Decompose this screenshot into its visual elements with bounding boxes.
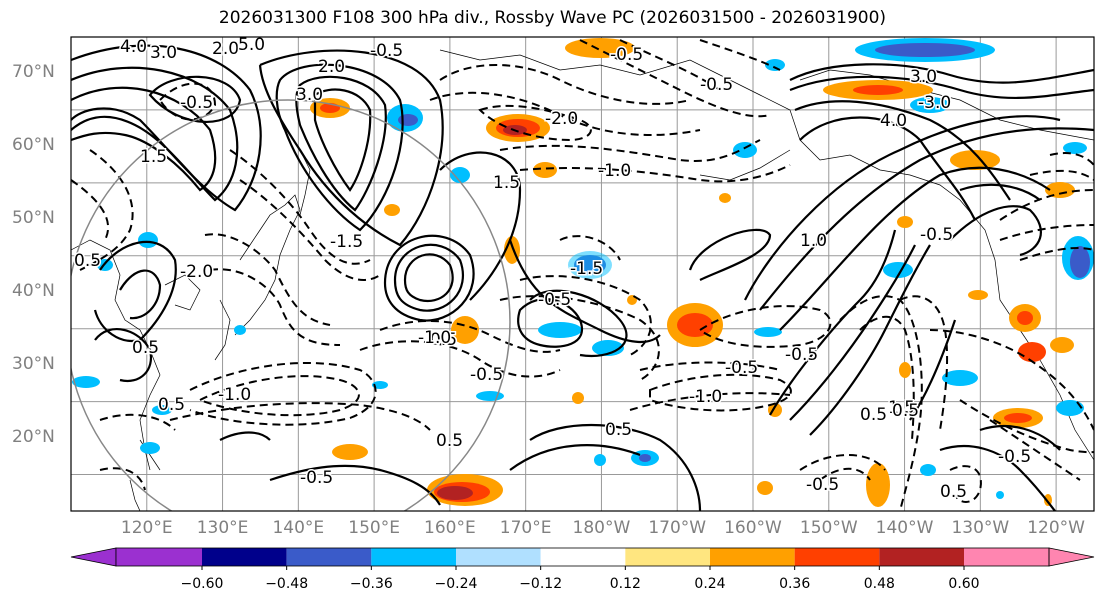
contour-label: 1.5: [493, 173, 520, 193]
contour-label: 2.0: [318, 57, 345, 77]
contour-label: 1.5: [888, 398, 915, 418]
contour-label: -2.0: [545, 109, 578, 129]
map-title: 2026031300 F108 300 hPa div., Rossby Wav…: [218, 8, 887, 28]
colorbar-segment: [371, 548, 456, 566]
colorbar-tick-label: −0.24: [434, 576, 478, 592]
contour-label: -2.0: [180, 262, 213, 282]
negative-contours: [71, 39, 1094, 511]
colorbar-tick-label: −0.48: [265, 576, 309, 592]
colorbar-segment: [540, 548, 626, 566]
colorbar-tick-label: −0.12: [519, 576, 563, 592]
contour-label: 5.0: [238, 35, 265, 55]
contour-label: -0.5: [725, 358, 758, 378]
longitude-label: 130°W: [951, 518, 1010, 538]
colorbar-tick-label: 0.24: [694, 576, 726, 592]
contour-label: 3.0: [296, 85, 323, 105]
colorbar-segment: [286, 548, 372, 566]
longitude-label: 160°E: [424, 518, 476, 538]
longitude-label: 120°E: [120, 518, 173, 538]
colorbar-segment: [964, 548, 1049, 566]
contour-label: 0.5: [430, 330, 457, 350]
contour-label: 3.0: [910, 67, 937, 87]
contour-label: 4.0: [880, 111, 907, 131]
contour-label: 0.5: [132, 338, 159, 358]
longitude-label: 130°E: [196, 518, 249, 538]
contour-label: -0.5: [700, 75, 733, 95]
colorbar-segment: [625, 548, 710, 566]
colorbar-tick-label: −0.36: [349, 576, 393, 592]
latitude-label: 70°N: [12, 62, 55, 83]
colorbar-segment: [202, 548, 287, 566]
longitude-label: 160°W: [724, 518, 782, 538]
contour-label: 3.0: [150, 43, 177, 63]
colorbar-extend-min: [70, 547, 117, 567]
contour-label: -0.5: [300, 468, 333, 488]
contour-label: -1.5: [330, 232, 363, 252]
contour-label: -1.0: [598, 161, 631, 181]
colorbar-tick-label: −0.60: [180, 576, 224, 592]
contour-label: -0.5: [370, 41, 403, 61]
contour-label: -0.5: [610, 45, 643, 65]
focus-circle: [71, 99, 511, 511]
longitude-label: 150°E: [348, 518, 400, 538]
colorbar-segment: [710, 548, 795, 566]
contour-label: 1.5: [140, 147, 167, 167]
colorbar-segment: [794, 548, 880, 566]
contour-label: -1.0: [218, 385, 251, 405]
colorbar-border: [115, 547, 1050, 567]
contour-label: -0.5: [180, 93, 213, 113]
contour-label: -1.0: [689, 387, 722, 407]
colorbar-segment: [116, 548, 202, 566]
contour-label: 0.5: [436, 431, 463, 451]
divergence-shading: [72, 38, 1094, 507]
contour-label: -0.5: [470, 365, 503, 385]
colorbar-extend-max: [1048, 547, 1095, 567]
contour-label: -0.5: [785, 345, 818, 365]
latitude-label: 20°N: [12, 427, 55, 448]
latitude-label: 30°N: [12, 354, 55, 375]
contour-label: -0.5: [920, 225, 953, 245]
contour-label: 1.0: [800, 231, 827, 251]
longitude-label: 180°W: [572, 518, 631, 538]
contour-label: 0.5: [158, 395, 185, 415]
contour-label: -3.0: [918, 93, 951, 113]
longitude-label: 170°E: [499, 518, 552, 538]
longitude-label: 120°W: [1027, 518, 1085, 538]
contour-label: -0.5: [998, 447, 1031, 467]
colorbar-tick-label: 0.48: [863, 576, 895, 592]
contour-label: 0.5: [74, 251, 101, 271]
colorbar: [70, 547, 1095, 570]
colorbar-tick-label: 0.36: [779, 576, 811, 592]
longitude-label: 140°E: [272, 518, 325, 538]
contour-label: -0.5: [806, 475, 839, 495]
colorbar-segment: [879, 548, 964, 566]
contour-label: -0.5: [538, 290, 571, 310]
map-frame: [70, 36, 1095, 512]
contour-label: 0.5: [605, 420, 632, 440]
contour-labels: 4.0 3.0 2.05.0 -0.52.03.0-0.5-2.0-0.51.5-1.…: [73, 35, 1033, 504]
contour-label: 4.0: [120, 37, 147, 57]
contour-label: 0.5: [940, 482, 967, 502]
colorbar-segment: [456, 548, 541, 566]
colorbar-tick-label: 0.60: [948, 576, 980, 592]
contour-label: 0.5: [892, 401, 919, 421]
longitude-label: 150°W: [799, 518, 858, 538]
longitude-label: 140°W: [875, 518, 934, 538]
latitude-label: 50°N: [12, 208, 55, 229]
latitude-label: 60°N: [12, 135, 55, 156]
contour-label: -1.0: [418, 328, 451, 348]
contour-label: 0.5: [860, 405, 887, 425]
contour-label: 2.0: [212, 39, 239, 59]
latitude-label: 40°N: [12, 281, 55, 302]
contour-label: -1.5: [570, 259, 603, 279]
colorbar-tick-label: 0.12: [609, 576, 641, 592]
positive-contours: [71, 44, 1094, 511]
longitude-label: 170°W: [648, 518, 707, 538]
